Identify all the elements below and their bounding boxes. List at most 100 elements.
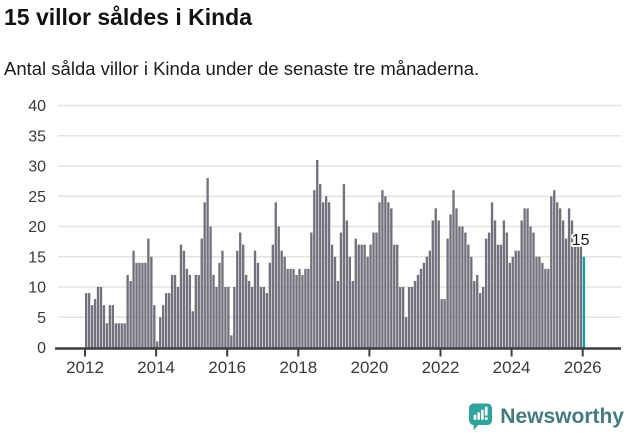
bar [239,232,242,348]
bar [298,268,301,348]
bar [544,268,547,348]
bar [336,280,340,348]
bar [173,274,177,348]
bar [206,178,209,348]
newsworthy-logo: Newsworthy [468,402,624,432]
bar [179,244,183,348]
bar [123,323,126,348]
bar [209,226,212,348]
bar [135,262,138,348]
bar [393,244,396,348]
bar [573,244,577,348]
bar [286,268,289,348]
bar [493,220,497,348]
bar [93,299,97,348]
bar [455,208,458,348]
bar [484,238,488,348]
bar [490,202,494,348]
bar [375,232,378,348]
bar [378,202,381,348]
bar [221,250,224,348]
bar [111,305,115,348]
bar [520,220,523,348]
bar [559,208,562,348]
bar [440,299,443,348]
bar [416,274,420,348]
bar [280,250,283,348]
bar [162,305,165,348]
bar [90,305,94,348]
y-tick-label: 15 [28,249,46,266]
bar [283,256,286,348]
bar [387,202,390,348]
bar [147,238,150,348]
bar [570,220,574,348]
bar [511,256,514,348]
bar [85,293,88,348]
chart-title: 15 villor såldes i Kinda [4,4,252,30]
bar [443,299,446,348]
bar [422,262,426,348]
bar [327,202,331,348]
bar [191,311,194,348]
bar [108,305,112,348]
bar [247,280,251,348]
bar [476,274,479,348]
x-tick-label: 2016 [208,358,246,377]
bar [517,250,520,348]
bar [224,287,227,348]
logo-bar-2 [477,412,481,420]
bar [547,268,550,348]
x-tick-label: 2012 [66,358,104,377]
bar [141,262,144,348]
y-tick-label: 35 [28,128,46,145]
bar [419,268,423,348]
bar [499,244,503,348]
bar [153,305,156,348]
bar [473,280,476,348]
bar [496,244,500,348]
bar [215,287,218,348]
bar [464,232,467,348]
bar [461,226,464,348]
bar [479,293,482,348]
bar [313,190,316,348]
newsworthy-logo-icon [469,403,493,431]
bar [556,202,559,348]
bar [532,232,535,348]
bar [399,287,402,348]
logo-bubble [469,403,493,431]
logo-bar-1 [473,414,477,420]
bar [301,274,304,348]
bar [150,256,153,348]
bar [529,226,532,348]
bar [535,256,538,348]
bar [431,220,434,348]
bar [262,287,266,348]
bar [233,287,236,348]
bar [310,232,313,348]
y-tick-label: 10 [28,280,46,297]
bar [244,274,248,348]
y-tick-label: 30 [28,159,46,176]
bar [129,280,132,348]
bar [227,287,230,348]
x-tick-label: 2018 [279,358,317,377]
last-value-label: 15 [572,232,590,249]
bar [434,208,437,348]
bar [164,293,168,348]
bar [467,244,470,348]
bar [458,226,461,348]
bar [182,250,186,348]
bar [390,208,393,348]
bar [404,317,408,348]
bar [348,256,352,348]
bar [550,196,553,348]
y-tick-label: 40 [28,98,46,115]
bar [289,268,292,348]
logo-bar-3 [481,409,484,420]
bar [159,317,162,348]
chart-subtitle: Antal sålda villor i Kinda under de sena… [4,58,480,79]
bar [437,220,440,348]
y-tick-label: 0 [37,340,46,357]
